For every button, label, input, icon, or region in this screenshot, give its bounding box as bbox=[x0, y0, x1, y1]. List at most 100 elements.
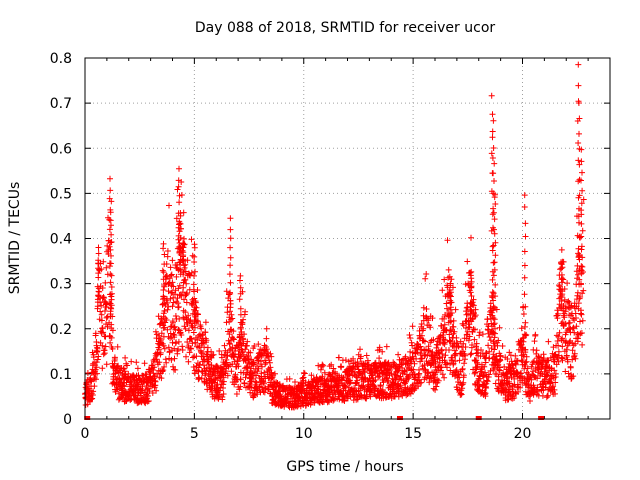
data-point bbox=[447, 297, 454, 304]
data-point bbox=[237, 325, 244, 332]
data-point bbox=[578, 200, 585, 207]
data-point bbox=[108, 252, 114, 259]
data-point bbox=[192, 304, 198, 310]
data-point bbox=[204, 344, 211, 351]
data-point bbox=[331, 396, 338, 403]
data-point bbox=[300, 382, 307, 389]
data-point bbox=[90, 354, 97, 361]
data-point bbox=[177, 234, 184, 241]
data-point bbox=[490, 272, 497, 279]
data-point bbox=[563, 352, 570, 359]
data-point bbox=[497, 364, 503, 371]
data-point bbox=[183, 353, 189, 360]
data-point bbox=[476, 329, 483, 336]
data-point bbox=[195, 364, 202, 371]
data-point bbox=[158, 375, 165, 382]
data-point bbox=[182, 325, 189, 332]
data-point bbox=[199, 340, 206, 347]
data-point bbox=[417, 343, 424, 350]
data-point bbox=[576, 192, 583, 199]
data-point bbox=[571, 350, 578, 357]
data-point bbox=[163, 317, 170, 323]
data-point bbox=[580, 196, 587, 203]
data-point bbox=[177, 225, 184, 232]
data-point bbox=[210, 351, 217, 358]
data-point bbox=[147, 369, 154, 376]
data-point bbox=[193, 353, 200, 360]
data-point bbox=[237, 342, 243, 349]
data-point bbox=[237, 383, 244, 390]
data-point bbox=[165, 303, 172, 310]
data-point bbox=[495, 337, 502, 344]
data-point bbox=[522, 346, 529, 353]
data-point bbox=[255, 365, 262, 372]
data-point bbox=[507, 352, 514, 359]
data-point bbox=[418, 332, 425, 339]
data-point bbox=[184, 257, 191, 264]
data-point bbox=[178, 332, 185, 338]
data-point bbox=[478, 347, 484, 353]
data-point bbox=[93, 359, 100, 366]
data-point bbox=[120, 365, 127, 372]
data-point bbox=[355, 382, 362, 389]
data-point bbox=[488, 150, 495, 157]
data-point bbox=[522, 332, 529, 339]
data-point bbox=[198, 350, 205, 357]
data-point bbox=[577, 318, 583, 325]
data-point bbox=[559, 343, 566, 350]
data-point bbox=[489, 128, 496, 135]
data-point bbox=[202, 370, 209, 377]
data-point bbox=[442, 361, 449, 368]
data-point bbox=[174, 186, 181, 193]
chart-title: Day 088 of 2018, SRMTID for receiver uco… bbox=[195, 20, 496, 36]
data-point bbox=[444, 305, 450, 312]
data-point bbox=[169, 257, 176, 264]
data-point bbox=[115, 362, 122, 369]
data-point bbox=[442, 352, 449, 359]
data-point bbox=[220, 378, 227, 385]
data-point bbox=[509, 395, 516, 402]
data-point bbox=[185, 358, 192, 365]
data-point bbox=[497, 353, 504, 360]
data-point bbox=[92, 330, 99, 337]
data-point bbox=[472, 306, 479, 313]
data-point bbox=[227, 262, 234, 269]
data-point bbox=[198, 375, 205, 382]
data-point bbox=[247, 349, 254, 356]
data-point bbox=[227, 244, 234, 251]
data-point bbox=[192, 299, 199, 306]
data-point bbox=[145, 398, 152, 404]
data-point bbox=[170, 319, 176, 326]
data-point bbox=[160, 269, 167, 276]
x-tick-label: 15 bbox=[404, 426, 422, 442]
data-point bbox=[491, 304, 498, 311]
data-point bbox=[107, 209, 114, 216]
data-point bbox=[472, 312, 479, 319]
data-point bbox=[579, 227, 586, 234]
data-point bbox=[175, 338, 182, 345]
data-point bbox=[170, 283, 177, 290]
data-point bbox=[579, 341, 586, 348]
data-point bbox=[492, 343, 499, 349]
data-point bbox=[422, 275, 429, 282]
data-point bbox=[188, 269, 195, 276]
data-point bbox=[176, 165, 182, 172]
data-point bbox=[446, 331, 453, 338]
data-point bbox=[160, 276, 167, 283]
data-point bbox=[188, 345, 195, 352]
data-point bbox=[177, 261, 184, 268]
data-point bbox=[234, 358, 241, 365]
data-point bbox=[383, 343, 390, 350]
data-point bbox=[99, 365, 106, 372]
data-point bbox=[241, 380, 248, 387]
data-point bbox=[141, 360, 148, 367]
data-point bbox=[433, 383, 440, 390]
data-point bbox=[202, 329, 209, 336]
data-point bbox=[492, 191, 498, 198]
data-point bbox=[479, 331, 486, 338]
data-point bbox=[485, 371, 492, 378]
data-point bbox=[460, 379, 467, 386]
y-tick-label: 0.1 bbox=[50, 367, 72, 383]
data-point bbox=[184, 290, 190, 296]
data-point bbox=[491, 266, 498, 273]
